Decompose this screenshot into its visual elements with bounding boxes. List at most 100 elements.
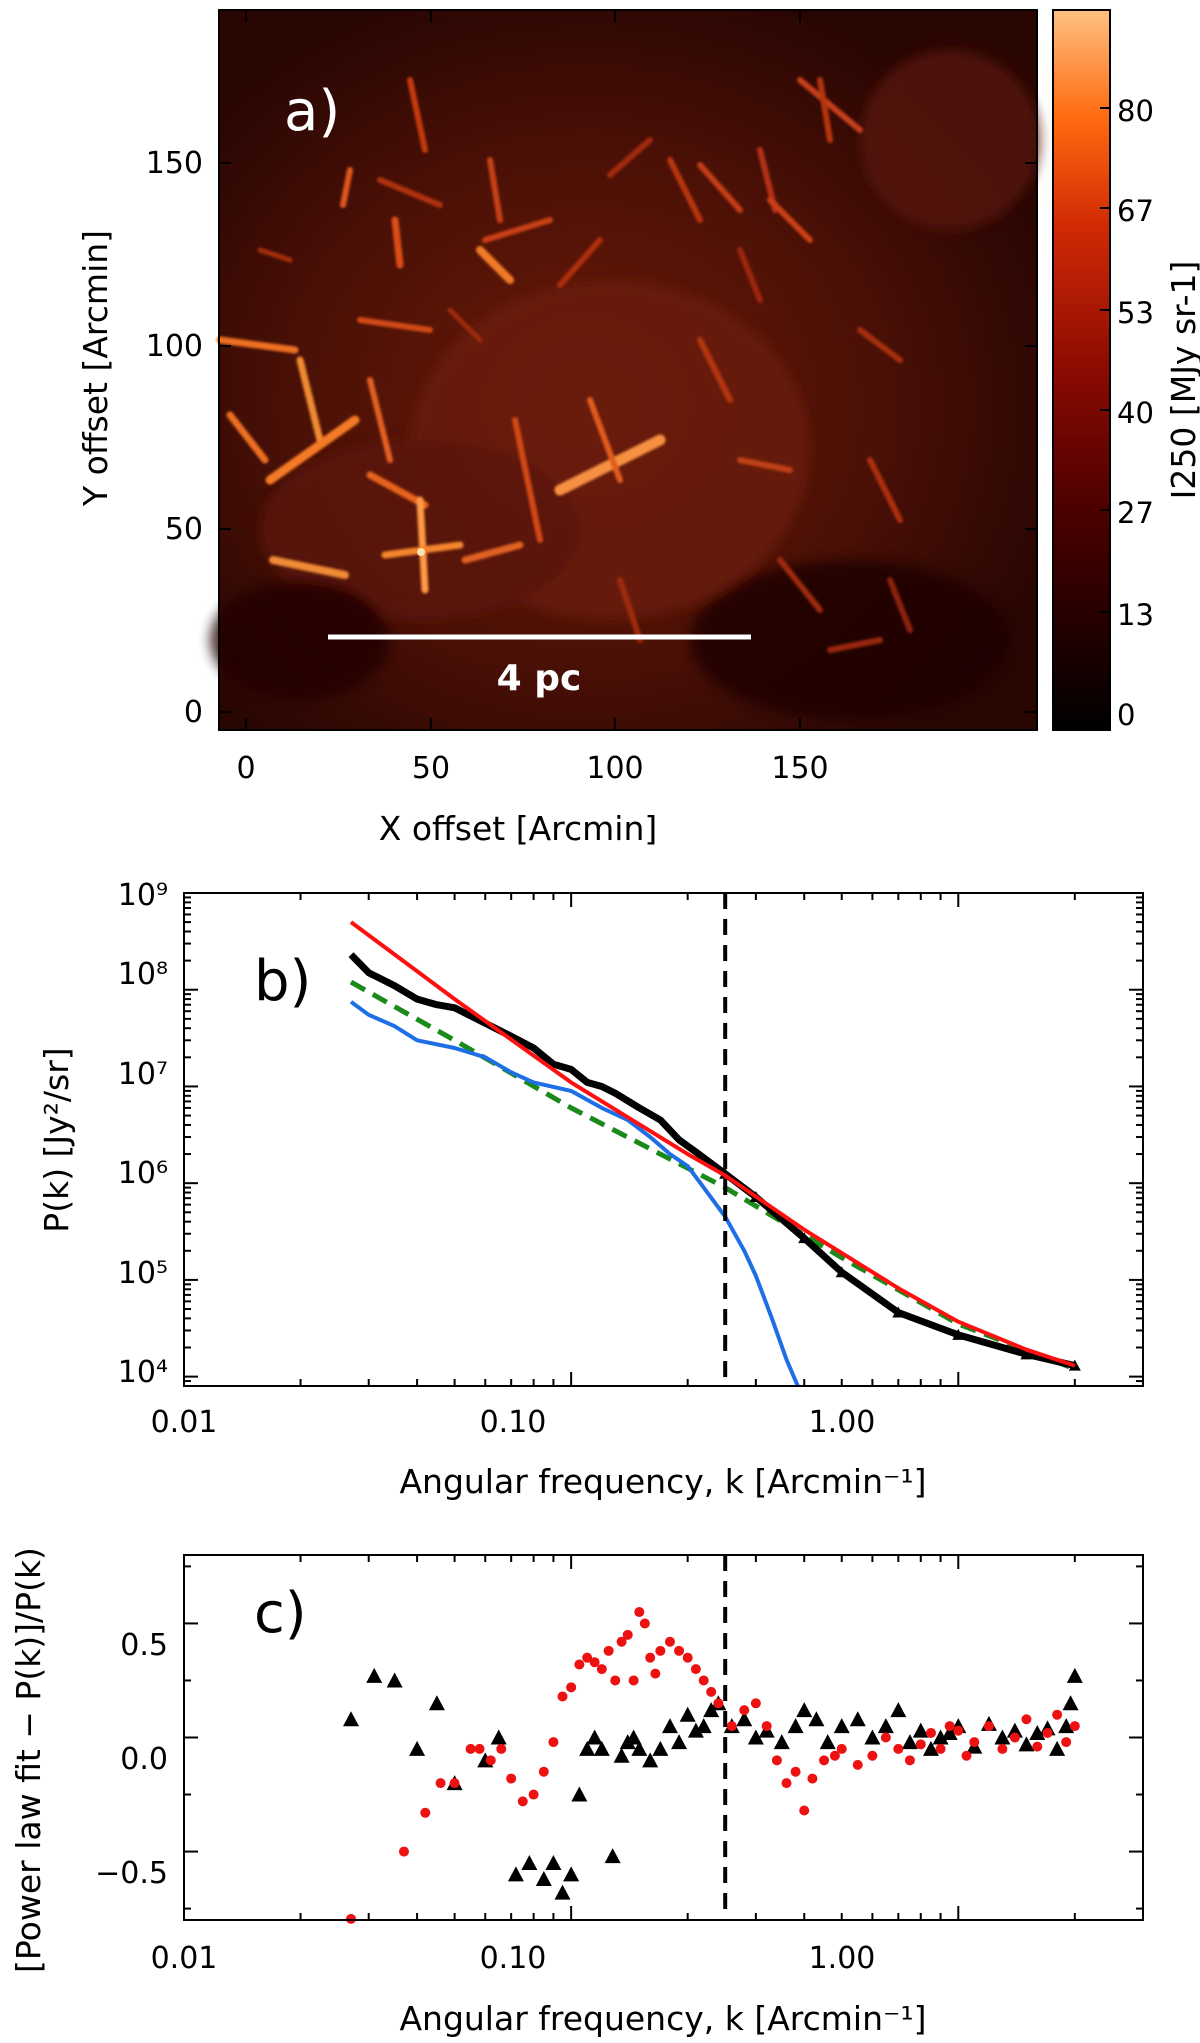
data-point [535,1870,552,1886]
data-point [983,1721,994,1732]
data-point [808,1711,825,1727]
panel-a: 0 50 100 150 0 50 100 150 X offset [Arcm… [76,9,1200,848]
data-point [1069,1721,1080,1732]
data-point [819,1734,836,1750]
data-point [628,1675,639,1686]
data-point [1029,1724,1046,1740]
panel-c-ticks [183,1555,1144,1920]
data-point [589,1657,600,1668]
data-point [554,1884,571,1900]
data-point [650,1668,661,1679]
data-point [639,1618,650,1629]
data-point [1062,1695,1079,1711]
panel-c: 0.01 0.10 1.00 −0.5 0.0 0.5 Angular freq… [9,1547,1144,2038]
panel-a-ytick-label: 150 [146,146,203,181]
panel-a-x-axis-title: X offset [Arcmin] [379,809,658,848]
data-point [1018,1736,1035,1752]
panel-c-x-axis-title: Angular frequency, k [Arcmin⁻¹] [399,1999,926,2038]
panel-c-xtick-label: 0.01 [151,1941,218,1976]
data-point [695,1718,712,1734]
data-point [409,1740,426,1756]
data-point [852,1759,863,1770]
panel-b-x-axis-title: Angular frequency, k [Arcmin⁻¹] [399,1462,926,1501]
panel-c-label: c) [254,1581,307,1646]
data-point [506,1773,517,1784]
data-point [807,1773,818,1784]
data-point [634,1607,645,1618]
data-point [645,1652,656,1663]
panel-c-ytick-label: 0.0 [120,1742,168,1777]
colorbar-tick-label: 53 [1117,296,1154,330]
data-point [787,1718,804,1734]
data-point [496,1743,507,1754]
data-point [642,1752,659,1768]
panel-c-plot-area [342,1555,1083,1924]
data-point [790,1766,801,1777]
data-point [674,1645,685,1656]
panel-a-xtick-label: 100 [586,751,643,786]
data-point [781,1778,792,1789]
streaks [216,77,913,653]
panel-b-xtick-label: 1.00 [809,1405,876,1440]
data-point [545,1854,562,1870]
panel-b-ytick-label: 10⁹ [118,878,168,913]
data-point [610,1675,621,1686]
data-point [1052,1709,1063,1720]
series-line [348,952,1076,1370]
panel-a-y-ticks [219,162,1037,713]
panel-a-ytick-label: 0 [184,695,203,730]
data-point [507,1866,524,1882]
panel-c-y-axis-title: [Power law fit − P(k)]/P(k) [9,1547,48,1973]
panel-a-frame [218,9,1038,731]
data-point [798,1232,811,1244]
data-point [819,1755,830,1766]
data-point [941,1724,958,1740]
data-point [1006,1722,1023,1738]
data-point [935,1743,946,1754]
data-point [1042,1727,1053,1738]
panel-c-ytick-label: −0.5 [95,1856,168,1891]
panel-c-xtick-label: 1.00 [809,1941,876,1976]
panel-b-plot-area [348,893,1081,1387]
panel-b-ytick-label: 10⁸ [118,957,168,992]
data-point [1058,1718,1075,1734]
data-point [799,1805,810,1816]
data-point [952,1328,965,1340]
data-point [925,1727,936,1738]
data-point [386,1672,403,1688]
data-point [932,1729,949,1745]
panel-a-xtick-label: 0 [236,751,255,786]
panel-b-y-axis-title: P(k) [Jy²/sr] [37,1047,76,1232]
data-point [485,1755,496,1766]
data-point [616,1636,627,1647]
data-point [1061,1737,1072,1748]
data-point [1020,1348,1033,1360]
data-point [622,1629,633,1640]
heatmap-image [210,10,1040,730]
panel-a-ytick-label: 50 [165,512,203,547]
data-point [582,1652,593,1663]
data-point [571,1786,588,1802]
data-point [877,1718,894,1734]
data-point [679,1706,696,1722]
data-point [579,1740,596,1756]
data-point [915,1739,926,1750]
data-point [690,1664,701,1675]
colorbar-tick-label: 67 [1117,194,1154,228]
data-point [849,1711,866,1727]
data-point [428,1695,445,1711]
colorbar-tick-label: 80 [1117,94,1154,128]
data-point [603,1645,614,1656]
data-point [655,1645,666,1656]
data-point [604,1848,621,1864]
panel-b-label: b) [254,949,311,1014]
data-point [726,1721,737,1732]
panel-a-xtick-label: 50 [412,751,450,786]
data-point [538,1766,549,1777]
data-point [713,1698,724,1709]
data-point [528,1789,539,1800]
data-point [574,1659,585,1670]
data-point [593,1740,610,1756]
colorbar-gradient [1053,10,1110,730]
